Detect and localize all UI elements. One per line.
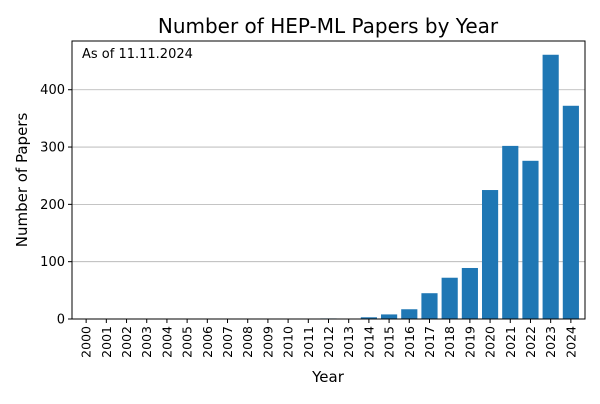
bar-2024 bbox=[562, 105, 579, 319]
bar-2014 bbox=[360, 317, 377, 319]
x-tick-label: 2018 bbox=[442, 326, 457, 358]
bar-2015 bbox=[381, 314, 398, 319]
x-tick-label: 2006 bbox=[200, 326, 215, 358]
x-tick-label: 2009 bbox=[260, 326, 275, 358]
bar-2016 bbox=[401, 309, 418, 319]
x-tick-label: 2023 bbox=[543, 326, 558, 358]
x-tick-label: 2011 bbox=[301, 326, 316, 358]
x-tick-label: 2016 bbox=[402, 326, 417, 358]
chart-title: Number of HEP-ML Papers by Year bbox=[158, 14, 499, 38]
bar-2019 bbox=[461, 267, 478, 319]
y-axis-label: Number of Papers bbox=[13, 113, 31, 248]
x-tick-label: 2020 bbox=[483, 326, 498, 358]
bar-2020 bbox=[481, 190, 499, 319]
x-tick-label: 2005 bbox=[180, 326, 195, 358]
x-tick-label: 2007 bbox=[220, 326, 235, 358]
bar-2018 bbox=[441, 277, 458, 319]
y-axis-ticks: 0 100 200 300 400 bbox=[40, 83, 72, 328]
x-tick-label: 2021 bbox=[503, 326, 518, 358]
bar-2022 bbox=[522, 160, 539, 319]
y-tick-label: 200 bbox=[40, 198, 65, 213]
bar-2017 bbox=[421, 293, 438, 319]
x-tick-label: 2012 bbox=[321, 326, 336, 358]
x-tick-label: 2019 bbox=[462, 326, 477, 358]
x-tick-label: 2024 bbox=[563, 326, 578, 358]
x-tick-label: 2008 bbox=[240, 326, 255, 358]
x-tick-label: 2002 bbox=[119, 326, 134, 358]
y-tick-label: 100 bbox=[40, 255, 65, 270]
x-tick-label: 2000 bbox=[79, 326, 94, 358]
x-axis-ticks: 2000 2001 2002 2003 2004 2005 2006 2007 2008 2009… bbox=[79, 319, 578, 358]
y-tick-label: 300 bbox=[40, 141, 65, 156]
x-axis-label: Year bbox=[311, 368, 345, 386]
x-tick-label: 2022 bbox=[523, 326, 538, 358]
x-tick-label: 2015 bbox=[382, 326, 397, 358]
x-tick-label: 2004 bbox=[159, 326, 174, 358]
bars bbox=[320, 54, 579, 319]
x-tick-label: 2014 bbox=[361, 326, 376, 358]
x-tick-label: 2013 bbox=[341, 326, 356, 358]
x-tick-label: 2001 bbox=[99, 326, 114, 358]
y-tick-label: 0 bbox=[57, 313, 65, 328]
x-tick-label: 2017 bbox=[422, 326, 437, 358]
x-tick-label: 2003 bbox=[139, 326, 154, 358]
bar-2023 bbox=[542, 54, 559, 319]
y-tick-label: 400 bbox=[40, 83, 65, 98]
x-tick-label: 2010 bbox=[281, 326, 296, 358]
bar-2021 bbox=[502, 145, 519, 319]
as-of-annotation: As of 11.11.2024 bbox=[82, 47, 193, 62]
